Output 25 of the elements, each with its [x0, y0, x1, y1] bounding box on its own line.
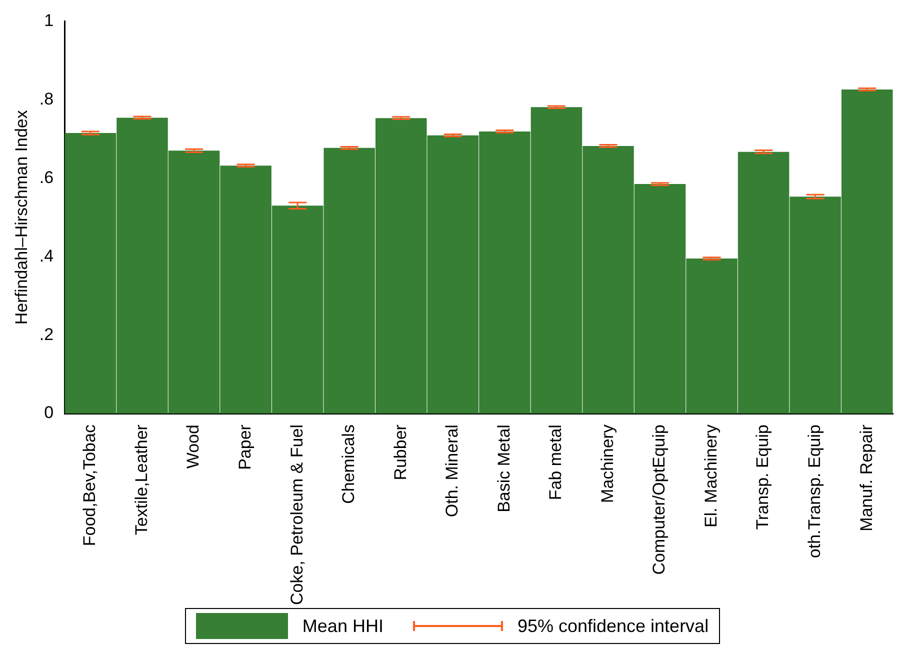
x-tick-label: oth.Transp. Equip — [805, 424, 824, 558]
x-tick-label: Transp. Equip — [753, 424, 772, 530]
x-tick-label: Food,Bev,Tobac — [80, 424, 100, 546]
text: 95% confidence interval — [517, 616, 709, 636]
x-tick-label: Paper — [235, 424, 254, 470]
x-tick-label: Fab metal — [546, 424, 566, 500]
x-tick-label: Machinery — [598, 424, 617, 503]
text: Mean HHI — [302, 616, 384, 636]
x-tick-label: Manuf. Repair — [856, 424, 876, 532]
x-tick-label: El. Machinery — [701, 424, 720, 528]
y-tick-label: 0 — [44, 403, 54, 422]
x-tick-label: Textile,Leather — [132, 424, 151, 536]
y-axis-title: Herfindahl–Hirschman Index — [12, 110, 31, 325]
y-tick-label: .8 — [39, 89, 54, 108]
x-tick-label: Rubber — [390, 424, 410, 480]
x-tick-label: Basic Metal — [494, 424, 514, 512]
x-tick-label: Computer/OptEquip — [650, 424, 669, 575]
x-tick-label: Wood — [184, 424, 203, 469]
x-tick-label: Coke, Petroleum & Fuel — [287, 424, 306, 605]
x-tick-label: Oth. Mineral — [442, 424, 462, 518]
y-tick-label: 1 — [44, 10, 54, 30]
y-tick-label: .2 — [39, 324, 54, 344]
x-tick-label: Chemicals — [339, 424, 358, 504]
y-tick-label: .6 — [39, 168, 54, 187]
y-tick-label: .4 — [39, 246, 54, 266]
